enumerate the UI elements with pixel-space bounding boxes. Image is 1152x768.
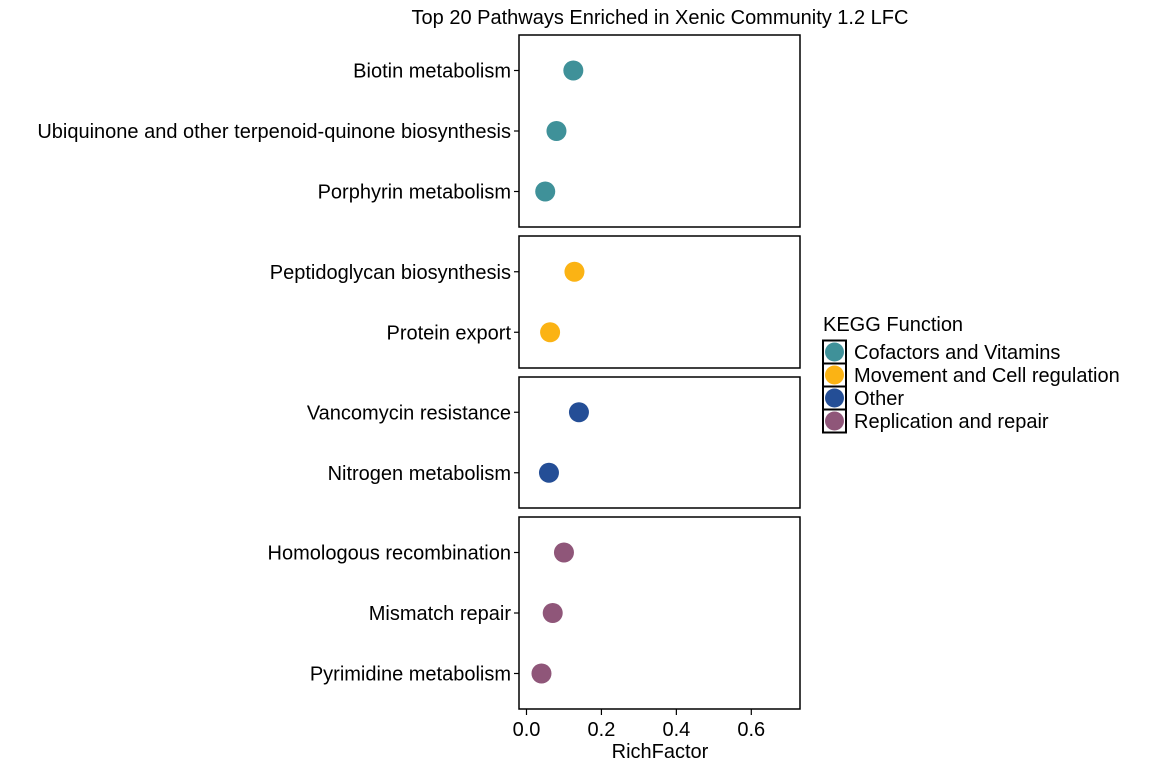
legend-label: Other	[854, 388, 904, 410]
pathway-label: Protein export	[386, 322, 511, 344]
data-point	[553, 542, 574, 563]
legend-entry: Replication and repair	[822, 408, 1049, 434]
x-tick-label: 0.6	[737, 719, 765, 741]
facet-panel: Biotin metabolism Ubiquinone and other te…	[37, 34, 801, 228]
pathway-label: Vancomycin resistance	[307, 402, 511, 424]
legend: KEGG Function Cofactors and VitaminsMove…	[822, 314, 1120, 434]
facet-panels: Biotin metabolism Ubiquinone and other te…	[37, 34, 801, 710]
pathway-label: Porphyrin metabolism	[318, 182, 511, 204]
legend-swatch	[825, 342, 844, 362]
data-point	[531, 663, 552, 684]
legend-entry: Other	[822, 385, 904, 411]
legend-swatch	[825, 365, 844, 385]
data-point	[542, 603, 563, 623]
chart-title: Top 20 Pathways Enriched in Xenic Commun…	[412, 7, 909, 29]
data-point	[568, 402, 589, 423]
legend-label: Movement and Cell regulation	[854, 365, 1120, 387]
legend-label: Replication and repair	[854, 411, 1049, 433]
x-axis: 0.0 0.2 0.4 0.6	[513, 709, 765, 741]
legend-label: Cofactors and Vitamins	[854, 342, 1060, 364]
panel-border	[518, 376, 801, 509]
data-point	[563, 60, 584, 81]
data-point	[535, 181, 556, 202]
panel-border	[518, 235, 801, 369]
facet-panel: Peptidoglycan biosynthesis Protein export	[270, 235, 801, 369]
data-point	[546, 121, 567, 141]
pathway-label: Homologous recombination	[268, 543, 511, 565]
x-axis-title: RichFactor	[612, 741, 709, 763]
data-point	[540, 322, 561, 343]
data-point	[538, 462, 559, 483]
pathway-label: Pyrimidine metabolism	[310, 664, 511, 686]
x-tick-label: 0.0	[513, 719, 541, 741]
pathway-label: Mismatch repair	[369, 603, 512, 625]
data-point	[564, 261, 585, 282]
pathway-label: Nitrogen metabolism	[328, 463, 511, 485]
legend-swatch	[825, 388, 844, 408]
pathway-label: Ubiquinone and other terpenoid-quinone b…	[37, 121, 511, 143]
legend-entry: Cofactors and Vitamins	[822, 339, 1060, 365]
x-tick-label: 0.2	[588, 719, 616, 741]
legend-title: KEGG Function	[823, 314, 963, 336]
legend-swatch	[825, 411, 844, 431]
pathway-label: Biotin metabolism	[353, 61, 511, 83]
facet-panel: Vancomycin resistance Nitrogen metabolism	[307, 376, 801, 509]
pathway-label: Peptidoglycan biosynthesis	[270, 262, 511, 284]
facet-panel: Homologous recombination Mismatch repair P…	[268, 516, 801, 710]
legend-entry: Movement and Cell regulation	[822, 362, 1120, 388]
x-tick-label: 0.4	[662, 719, 690, 741]
